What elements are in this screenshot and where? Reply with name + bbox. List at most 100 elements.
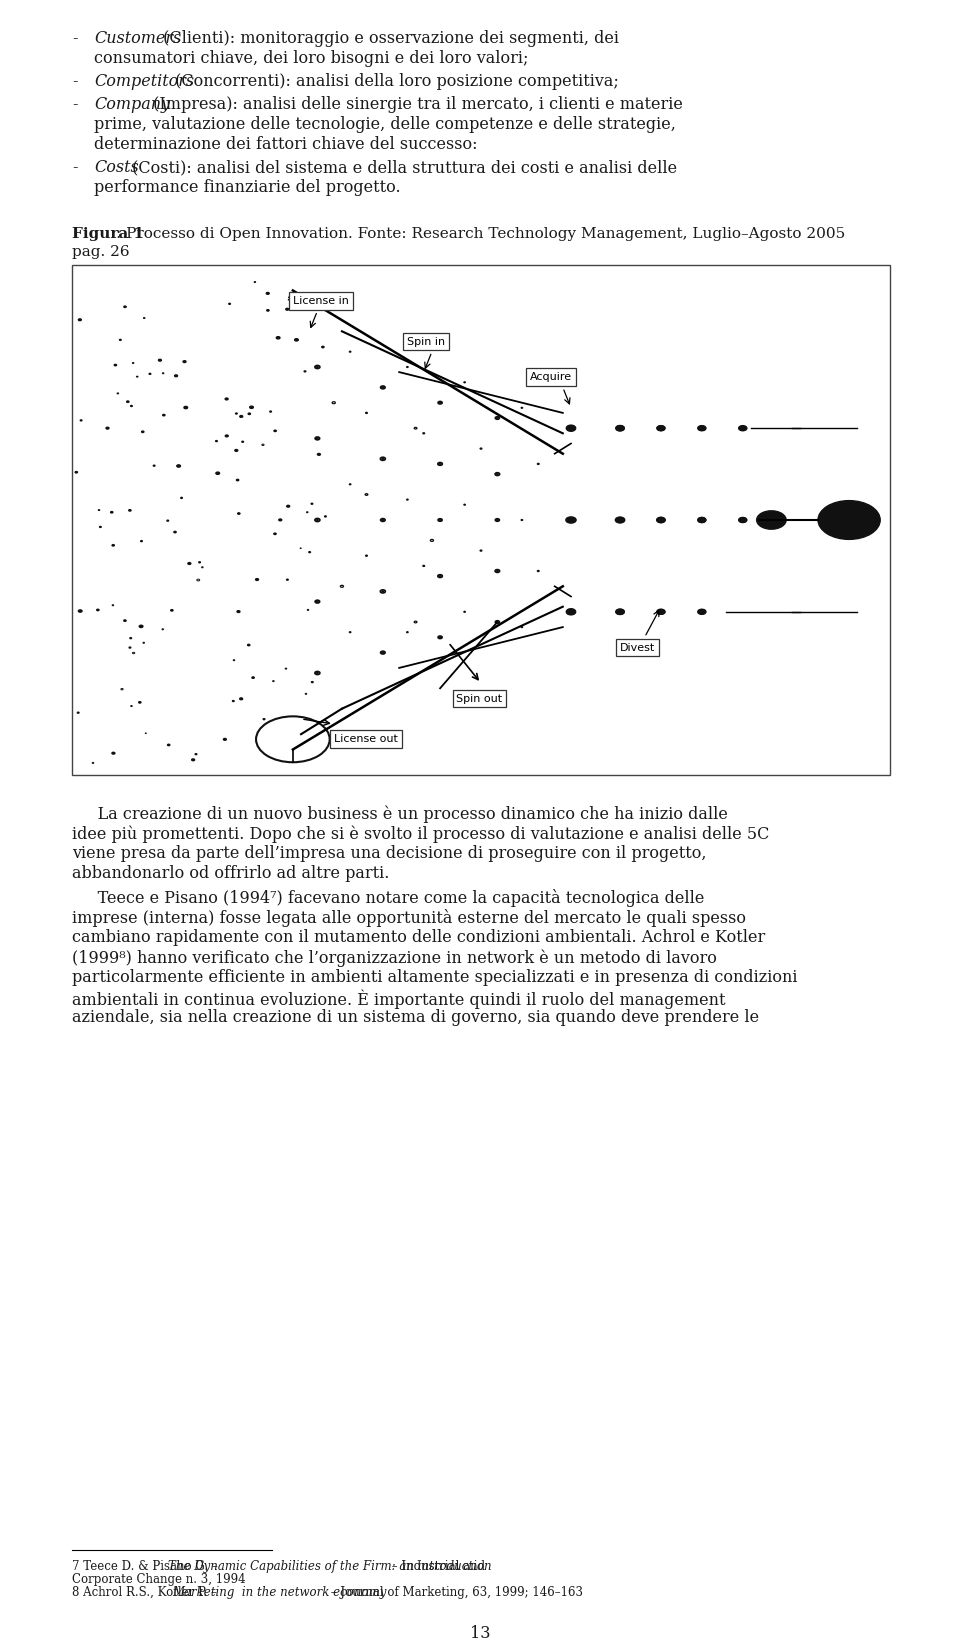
Circle shape	[567, 517, 575, 522]
Text: performance finanziarie del progetto.: performance finanziarie del progetto.	[94, 180, 400, 196]
Text: idee più promettenti. Dopo che si è svolto il processo di valutazione e analisi : idee più promettenti. Dopo che si è svol…	[72, 826, 769, 842]
Circle shape	[698, 517, 706, 522]
Text: Spin out: Spin out	[456, 694, 503, 704]
Circle shape	[414, 427, 417, 428]
Ellipse shape	[566, 425, 576, 432]
Circle shape	[112, 751, 115, 755]
Ellipse shape	[740, 427, 746, 430]
Circle shape	[139, 625, 143, 628]
Text: consumatori chiave, dei loro bisogni e dei loro valori;: consumatori chiave, dei loro bisogni e d…	[94, 49, 529, 68]
Text: Costs: Costs	[94, 158, 139, 176]
Circle shape	[240, 697, 243, 700]
Circle shape	[237, 611, 240, 613]
Circle shape	[332, 402, 335, 404]
Text: – Journal of Marketing, 63, 1999; 146–163: – Journal of Marketing, 63, 1999; 146–16…	[327, 1585, 583, 1599]
Text: -: -	[72, 30, 78, 48]
Circle shape	[365, 494, 368, 496]
Circle shape	[616, 517, 624, 522]
Text: aziendale, sia nella creazione di un sistema di governo, sia quando deve prender: aziendale, sia nella creazione di un sis…	[72, 1009, 759, 1027]
Text: Customers: Customers	[94, 30, 181, 48]
Circle shape	[657, 610, 665, 615]
Circle shape	[438, 463, 443, 465]
Circle shape	[216, 471, 220, 475]
Circle shape	[235, 450, 238, 452]
Circle shape	[256, 717, 329, 763]
Circle shape	[738, 425, 747, 430]
Text: Spin in: Spin in	[407, 336, 445, 346]
Text: -: -	[72, 158, 78, 176]
Circle shape	[183, 361, 186, 363]
Text: Corporate Change n. 3, 1994: Corporate Change n. 3, 1994	[72, 1572, 246, 1585]
Circle shape	[276, 336, 280, 339]
Circle shape	[698, 610, 706, 615]
Text: cambiano rapidamente con il mutamento delle condizioni ambientali. Achrol e Kotl: cambiano rapidamente con il mutamento de…	[72, 929, 765, 946]
Circle shape	[184, 407, 187, 409]
Text: The Dynamic Capabilities of the Firm: an introduction: The Dynamic Capabilities of the Firm: an…	[168, 1561, 492, 1572]
Circle shape	[226, 435, 228, 437]
Text: abbandonarlo od offrirlo ad altre parti.: abbandonarlo od offrirlo ad altre parti.	[72, 865, 390, 882]
Circle shape	[341, 585, 344, 587]
Text: (Impresa): analisi delle sinergie tra il mercato, i clienti e materie: (Impresa): analisi delle sinergie tra il…	[148, 96, 683, 114]
Circle shape	[315, 437, 320, 440]
Circle shape	[315, 519, 320, 521]
Text: Acquire: Acquire	[530, 372, 572, 382]
Circle shape	[495, 621, 499, 623]
Ellipse shape	[658, 427, 664, 430]
Circle shape	[266, 292, 269, 295]
Circle shape	[250, 405, 253, 409]
Text: prime, valutazione delle tecnologie, delle competenze e delle strategie,: prime, valutazione delle tecnologie, del…	[94, 115, 676, 133]
Bar	[72, 265, 890, 775]
Text: License in: License in	[293, 295, 348, 305]
Circle shape	[192, 760, 195, 761]
Ellipse shape	[615, 517, 625, 522]
Circle shape	[79, 610, 82, 611]
Text: 7 Teece D. & Pisano G. –: 7 Teece D. & Pisano G. –	[72, 1561, 222, 1572]
Text: determinazione dei fattori chiave del successo:: determinazione dei fattori chiave del su…	[94, 137, 477, 153]
Circle shape	[175, 374, 178, 377]
Text: viene presa da parte dell’impresa una decisione di proseguire con il progetto,: viene presa da parte dell’impresa una de…	[72, 845, 707, 862]
Text: ambientali in continua evoluzione. È importante quindi il ruolo del management: ambientali in continua evoluzione. È imp…	[72, 989, 726, 1009]
Ellipse shape	[566, 517, 576, 522]
Text: – Industrial and: – Industrial and	[388, 1561, 485, 1572]
Text: 8 Achrol R.S., Kotler P. –: 8 Achrol R.S., Kotler P. –	[72, 1585, 221, 1599]
Text: -: -	[72, 96, 78, 114]
Circle shape	[414, 621, 417, 623]
Circle shape	[240, 415, 243, 417]
Text: pag. 26: pag. 26	[72, 246, 130, 259]
Circle shape	[106, 427, 108, 428]
Text: Teece e Pisano (1994⁷) facevano notare come la capacità tecnologica delle: Teece e Pisano (1994⁷) facevano notare c…	[72, 888, 705, 906]
Text: Figura 1: Figura 1	[72, 227, 144, 241]
Circle shape	[567, 610, 575, 615]
Circle shape	[315, 671, 320, 674]
Text: (1999⁸) hanno verificato che l’organizzazione in network è un metodo di lavoro: (1999⁸) hanno verificato che l’organizza…	[72, 949, 717, 966]
Circle shape	[188, 562, 191, 564]
Text: Competitors: Competitors	[94, 73, 194, 91]
Circle shape	[380, 456, 385, 460]
Text: imprese (interna) fosse legata alle opportunità esterne del mercato le quali spe: imprese (interna) fosse legata alle oppo…	[72, 910, 746, 928]
Text: particolarmente efficiente in ambienti altamente specializzati e in presenza di : particolarmente efficiente in ambienti a…	[72, 969, 798, 986]
Circle shape	[380, 651, 385, 654]
Ellipse shape	[699, 610, 705, 613]
Circle shape	[197, 578, 200, 582]
Text: (Clienti): monitoraggio e osservazione dei segmenti, dei: (Clienti): monitoraggio e osservazione d…	[158, 30, 619, 48]
Ellipse shape	[699, 427, 705, 430]
Ellipse shape	[658, 610, 664, 615]
Circle shape	[818, 501, 880, 539]
Circle shape	[158, 359, 161, 361]
Circle shape	[380, 590, 385, 593]
Text: License out: License out	[334, 735, 397, 745]
Circle shape	[438, 636, 443, 638]
Circle shape	[495, 570, 499, 572]
Circle shape	[177, 465, 180, 466]
Ellipse shape	[566, 608, 576, 615]
Circle shape	[295, 339, 299, 341]
Circle shape	[79, 318, 82, 321]
Circle shape	[616, 425, 624, 430]
Circle shape	[616, 610, 624, 615]
Ellipse shape	[616, 425, 624, 430]
Circle shape	[698, 425, 706, 430]
Circle shape	[315, 366, 320, 369]
Text: Divest: Divest	[620, 643, 656, 653]
Circle shape	[380, 386, 385, 389]
Circle shape	[255, 578, 258, 580]
